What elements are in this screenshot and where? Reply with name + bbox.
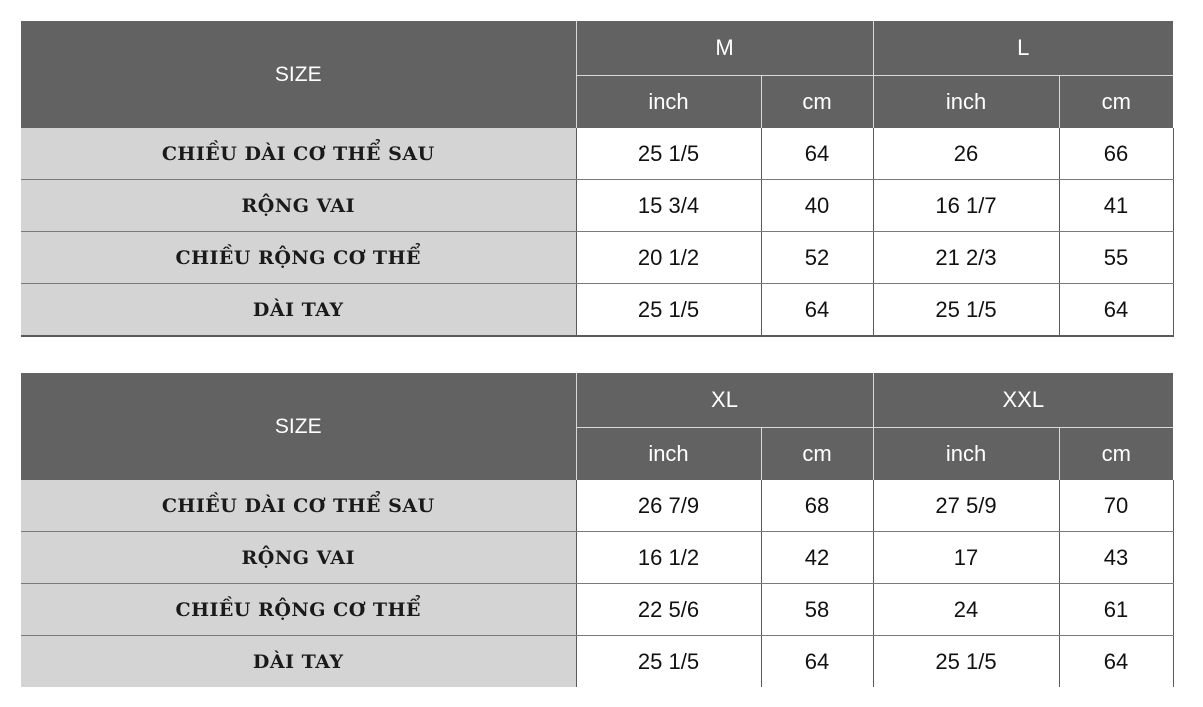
unit-header: cm	[760, 427, 874, 480]
unit-header: inch	[872, 75, 1060, 128]
measurement-value: 22 5/6	[575, 583, 761, 636]
size-header: SIZE	[21, 21, 576, 128]
size-header: SIZE	[21, 373, 576, 480]
size-table-m-l: SIZE M L inch cm inch cm CHIỀU DÀI CƠ TH…	[21, 21, 1174, 337]
size-table-xl-xxl: SIZE XL XXL inch cm inch cm CHIỀU DÀI CƠ…	[21, 373, 1174, 687]
measurement-value: 17	[872, 531, 1060, 584]
table-row: CHIỀU DÀI CƠ THỂ SAU 25 1/5 64 26 66	[21, 128, 1174, 180]
measurement-value: 64	[1058, 635, 1174, 687]
unit-header: inch	[575, 427, 761, 480]
table-row: DÀI TAY 25 1/5 64 25 1/5 64	[21, 283, 1174, 337]
measurement-value: 43	[1058, 531, 1174, 584]
measurement-label: CHIỀU RỘNG CƠ THỂ	[21, 583, 576, 636]
measurement-value: 64	[760, 635, 874, 687]
measurement-value: 25 1/5	[575, 635, 761, 687]
unit-header: cm	[760, 75, 874, 128]
measurement-value: 20 1/2	[575, 231, 761, 284]
measurement-value: 24	[872, 583, 1060, 636]
unit-header: cm	[1058, 75, 1174, 128]
table-row: RỘNG VAI 15 3/4 40 16 1/7 41	[21, 179, 1174, 232]
measurement-value: 26	[872, 128, 1060, 180]
measurement-value: 64	[760, 128, 874, 180]
measurement-value: 64	[1058, 283, 1174, 337]
measurement-value: 66	[1058, 128, 1174, 180]
size-group-header: L	[872, 21, 1174, 76]
measurement-label: CHIỀU RỘNG CƠ THỂ	[21, 231, 576, 284]
table-row: RỘNG VAI 16 1/2 42 17 43	[21, 531, 1174, 584]
unit-header: inch	[575, 75, 761, 128]
measurement-value: 16 1/7	[872, 179, 1060, 232]
measurement-value: 25 1/5	[872, 635, 1060, 687]
table-row: CHIỀU DÀI CƠ THỂ SAU 26 7/9 68 27 5/9 70	[21, 480, 1174, 532]
measurement-value: 68	[760, 480, 874, 532]
unit-header: inch	[872, 427, 1060, 480]
measurement-label: CHIỀU DÀI CƠ THỂ SAU	[21, 128, 576, 180]
measurement-value: 55	[1058, 231, 1174, 284]
measurement-value: 58	[760, 583, 874, 636]
measurement-label: DÀI TAY	[21, 283, 576, 337]
measurement-label: RỘNG VAI	[21, 531, 576, 584]
measurement-value: 27 5/9	[872, 480, 1060, 532]
measurement-value: 25 1/5	[575, 128, 761, 180]
measurement-value: 64	[760, 283, 874, 337]
size-group-header: XXL	[872, 373, 1174, 428]
measurement-value: 21 2/3	[872, 231, 1060, 284]
measurement-value: 25 1/5	[872, 283, 1060, 337]
measurement-label: DÀI TAY	[21, 635, 576, 687]
measurement-value: 40	[760, 179, 874, 232]
measurement-value: 26 7/9	[575, 480, 761, 532]
measurement-value: 52	[760, 231, 874, 284]
size-group-header: M	[575, 21, 874, 76]
table-row: CHIỀU RỘNG CƠ THỂ 20 1/2 52 21 2/3 55	[21, 231, 1174, 284]
unit-header: cm	[1058, 427, 1174, 480]
measurement-value: 70	[1058, 480, 1174, 532]
measurement-value: 61	[1058, 583, 1174, 636]
measurement-value: 15 3/4	[575, 179, 761, 232]
measurement-value: 16 1/2	[575, 531, 761, 584]
table-row: DÀI TAY 25 1/5 64 25 1/5 64	[21, 635, 1174, 687]
measurement-value: 41	[1058, 179, 1174, 232]
size-group-header: XL	[575, 373, 874, 428]
measurement-label: RỘNG VAI	[21, 179, 576, 232]
measurement-value: 42	[760, 531, 874, 584]
measurement-label: CHIỀU DÀI CƠ THỂ SAU	[21, 480, 576, 532]
table-row: CHIỀU RỘNG CƠ THỂ 22 5/6 58 24 61	[21, 583, 1174, 636]
measurement-value: 25 1/5	[575, 283, 761, 337]
